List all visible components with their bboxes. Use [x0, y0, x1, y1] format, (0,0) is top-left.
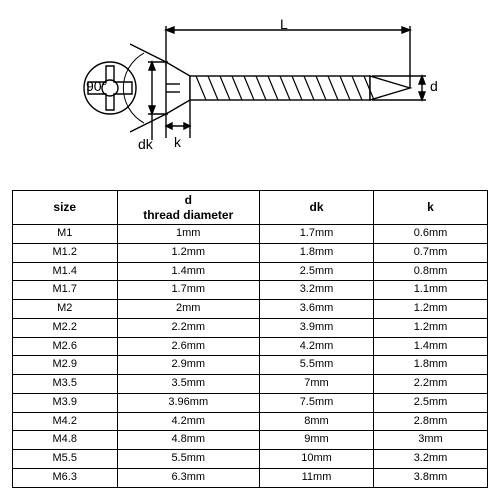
table-row: M6.36.3mm11mm3.8mm — [13, 468, 488, 487]
table-cell: 3.96mm — [117, 393, 260, 412]
table-cell: M2.9 — [13, 356, 118, 375]
size-table: size d thread diameter dk k M11mm1.7mm0.… — [12, 190, 488, 488]
table-cell: M2.2 — [13, 318, 118, 337]
table-cell: M6.3 — [13, 468, 118, 487]
table-cell: 1.8mm — [374, 356, 488, 375]
table-row: M4.24.2mm8mm2.8mm — [13, 412, 488, 431]
table-cell: 7.5mm — [260, 393, 374, 412]
table-cell: 1.4mm — [117, 262, 260, 281]
col-k: k — [374, 191, 488, 225]
table-row: M2.92.9mm5.5mm1.8mm — [13, 356, 488, 375]
table-cell: 1.8mm — [260, 243, 374, 262]
table-cell: 4.2mm — [260, 337, 374, 356]
table-cell: 4.2mm — [117, 412, 260, 431]
table-cell: 1.2mm — [117, 243, 260, 262]
table-cell: 1.2mm — [374, 300, 488, 319]
table-cell: M1.4 — [13, 262, 118, 281]
table-cell: 3.9mm — [260, 318, 374, 337]
table-cell: 2.5mm — [260, 262, 374, 281]
table-cell: 7mm — [260, 375, 374, 394]
table-cell: 2.2mm — [374, 375, 488, 394]
col-size: size — [13, 191, 118, 225]
table-cell: M1 — [13, 225, 118, 244]
table-row: M11mm1.7mm0.6mm — [13, 225, 488, 244]
table-cell: 0.8mm — [374, 262, 488, 281]
table-cell: M4.2 — [13, 412, 118, 431]
table-cell: M1.7 — [13, 281, 118, 300]
table-cell: 8mm — [260, 412, 374, 431]
table-row: M1.41.4mm2.5mm0.8mm — [13, 262, 488, 281]
table-cell: 2.8mm — [374, 412, 488, 431]
table-cell: M2 — [13, 300, 118, 319]
table-row: M1.71.7mm3.2mm1.1mm — [13, 281, 488, 300]
table-cell: 3.8mm — [374, 468, 488, 487]
table-cell: 6.3mm — [117, 468, 260, 487]
table-cell: M1.2 — [13, 243, 118, 262]
table-cell: 0.7mm — [374, 243, 488, 262]
spec-table: size d thread diameter dk k M11mm1.7mm0.… — [12, 190, 488, 488]
table-row: M1.21.2mm1.8mm0.7mm — [13, 243, 488, 262]
table-row: M2.22.2mm3.9mm1.2mm — [13, 318, 488, 337]
table-cell: 3.2mm — [374, 450, 488, 469]
table-cell: 0.6mm — [374, 225, 488, 244]
col-d: d thread diameter — [117, 191, 260, 225]
col-dk: dk — [260, 191, 374, 225]
table-cell: 2.6mm — [117, 337, 260, 356]
table-cell: 2.9mm — [117, 356, 260, 375]
table-cell: 4.8mm — [117, 431, 260, 450]
table-cell: 1.7mm — [117, 281, 260, 300]
table-row: M5.55.5mm10mm3.2mm — [13, 450, 488, 469]
table-cell: 5.5mm — [117, 450, 260, 469]
table-cell: 3.6mm — [260, 300, 374, 319]
table-cell: 2.5mm — [374, 393, 488, 412]
table-cell: 10mm — [260, 450, 374, 469]
table-cell: 3mm — [374, 431, 488, 450]
table-cell: 2mm — [117, 300, 260, 319]
table-cell: 1.4mm — [374, 337, 488, 356]
table-row: M3.53.5mm7mm2.2mm — [13, 375, 488, 394]
table-row: M3.93.96mm7.5mm2.5mm — [13, 393, 488, 412]
table-cell: 5.5mm — [260, 356, 374, 375]
screw-diagram: L 90° dk k d — [80, 18, 440, 168]
table-row: M4.84.8mm9mm3mm — [13, 431, 488, 450]
label-L: L — [280, 16, 288, 32]
table-cell: M2.6 — [13, 337, 118, 356]
label-k: k — [174, 134, 181, 150]
table-cell: M4.8 — [13, 431, 118, 450]
table-row: M2.62.6mm4.2mm1.4mm — [13, 337, 488, 356]
table-cell: 3.5mm — [117, 375, 260, 394]
table-cell: 1.2mm — [374, 318, 488, 337]
table-cell: M3.9 — [13, 393, 118, 412]
table-cell: M3.5 — [13, 375, 118, 394]
table-cell: M5.5 — [13, 450, 118, 469]
table-cell: 9mm — [260, 431, 374, 450]
label-angle: 90° — [86, 78, 107, 94]
table-cell: 3.2mm — [260, 281, 374, 300]
table-cell: 11mm — [260, 468, 374, 487]
table-cell: 1mm — [117, 225, 260, 244]
label-d: d — [430, 78, 438, 94]
table-row: M22mm3.6mm1.2mm — [13, 300, 488, 319]
table-cell: 1.7mm — [260, 225, 374, 244]
table-cell: 2.2mm — [117, 318, 260, 337]
label-dk: dk — [138, 136, 153, 152]
table-cell: 1.1mm — [374, 281, 488, 300]
